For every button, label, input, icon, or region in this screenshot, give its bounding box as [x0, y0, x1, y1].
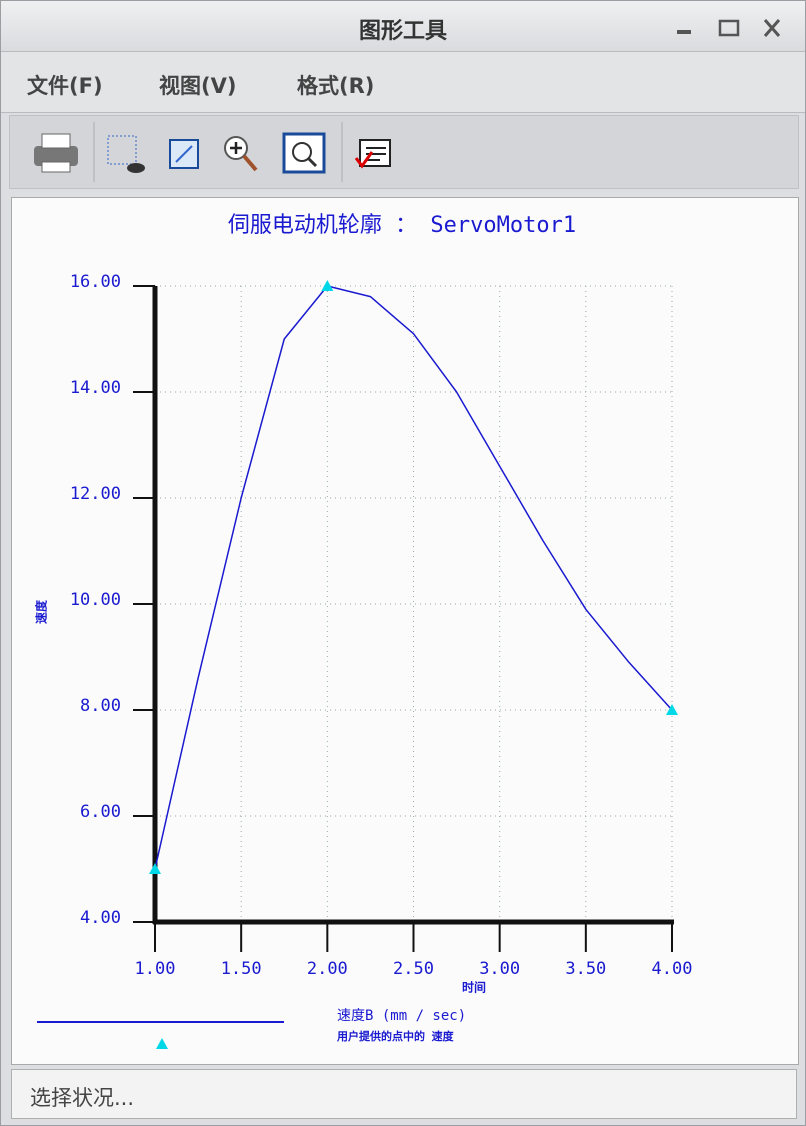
- maximize-button[interactable]: [718, 19, 740, 37]
- x-tick-label: 2.50: [393, 959, 434, 979]
- legend-label: 用户提供的点中的 速度: [337, 1029, 455, 1043]
- menu-bar: 文件(F) 视图(V) 格式(R): [1, 52, 805, 113]
- x-axis-label: 时间: [462, 980, 486, 995]
- y-tick-label: 12.00: [70, 484, 121, 504]
- status-bar: 选择状况...: [11, 1069, 797, 1119]
- toolbar: [9, 115, 799, 189]
- chart: 伺服电动机轮廓 ： ServoMotor1 时间 速度 4.00 6.00 8.00…: [34, 213, 693, 1049]
- select-button[interactable]: [107, 135, 145, 173]
- data-line: [154, 285, 673, 870]
- y-tick-label: 8.00: [80, 696, 121, 716]
- window-controls: [677, 19, 781, 37]
- zoom-in-button[interactable]: [224, 136, 258, 172]
- close-button[interactable]: [763, 19, 781, 37]
- window-title: 图形工具: [358, 19, 447, 44]
- data-point: [149, 863, 161, 874]
- toolbar-icons: [34, 122, 391, 182]
- legend-label: 速度B (mm / sec): [337, 1008, 466, 1024]
- x-tick-label: 3.50: [565, 959, 606, 979]
- menu-item[interactable]: 文件(F): [27, 74, 103, 98]
- print-button[interactable]: [34, 133, 78, 173]
- y-tick-label: 16.00: [70, 272, 121, 292]
- chart-title: 伺服电动机轮廓 ： ServoMotor1: [228, 213, 576, 238]
- plot-area: 伺服电动机轮廓 ： ServoMotor1 时间 速度 4.00 6.00 8.00…: [11, 197, 799, 1065]
- edit-button[interactable]: [169, 139, 199, 169]
- y-axis-label: 速度: [34, 599, 49, 624]
- y-tick-label: 10.00: [70, 590, 121, 610]
- zoom-fit-button[interactable]: [282, 132, 326, 174]
- data-point: [666, 704, 678, 715]
- legend-marker: [156, 1038, 168, 1049]
- menu-item[interactable]: 视图(V): [159, 74, 237, 98]
- data-point: [321, 280, 334, 291]
- y-tick-label: 6.00: [80, 802, 121, 822]
- x-tick-label: 1.00: [135, 959, 176, 979]
- format-button[interactable]: [354, 139, 391, 169]
- y-tick-label: 4.00: [80, 908, 121, 928]
- y-tick-label: 14.00: [70, 378, 121, 398]
- status-text: 选择状况...: [30, 1086, 135, 1110]
- x-tick-label: 3.00: [479, 959, 520, 979]
- minimize-button[interactable]: [677, 30, 691, 34]
- x-tick-label: 1.50: [221, 959, 262, 979]
- menu-item[interactable]: 格式(R): [297, 74, 375, 98]
- x-tick-label: 4.00: [652, 959, 693, 979]
- x-tick-label: 2.00: [307, 959, 348, 979]
- title-bar: 图形工具: [1, 1, 805, 52]
